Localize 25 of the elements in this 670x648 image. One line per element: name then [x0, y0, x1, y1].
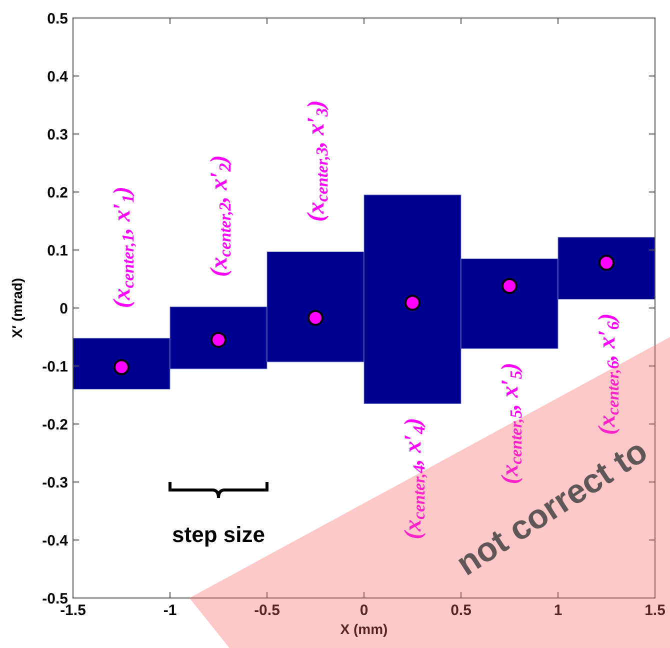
point: [598, 254, 614, 271]
point: [308, 310, 324, 326]
y-axis-title: X′ (mrad): [9, 278, 25, 338]
y-tick-label: 0.1: [47, 242, 68, 260]
x-tick-label: 1: [554, 602, 562, 619]
y-tick-label: -0.4: [42, 532, 69, 550]
x-tick-label: 0: [360, 602, 368, 619]
y-tick-label: -0.3: [42, 474, 68, 492]
x-tick-label: 0.5: [450, 602, 472, 619]
y-tick-label: 0.2: [47, 184, 68, 202]
point: [404, 294, 420, 311]
point: [502, 278, 518, 294]
point: [210, 332, 226, 348]
y-tick-label: 0.4: [47, 68, 69, 86]
y-tick-label: -0.1: [42, 358, 68, 376]
y-tick-label: 0: [60, 300, 68, 318]
y-tick-label: 0.3: [47, 126, 68, 144]
x-tick-label: 1.5: [644, 602, 666, 619]
annotation: step size: [172, 522, 265, 547]
point: [114, 359, 130, 376]
x-axis-title: X (mm): [340, 621, 388, 637]
y-tick-label: 0.5: [47, 10, 68, 28]
x-tick-label: -0.5: [254, 602, 280, 619]
x-tick-label: -1: [163, 602, 177, 619]
y-tick-label: -0.2: [42, 416, 68, 434]
